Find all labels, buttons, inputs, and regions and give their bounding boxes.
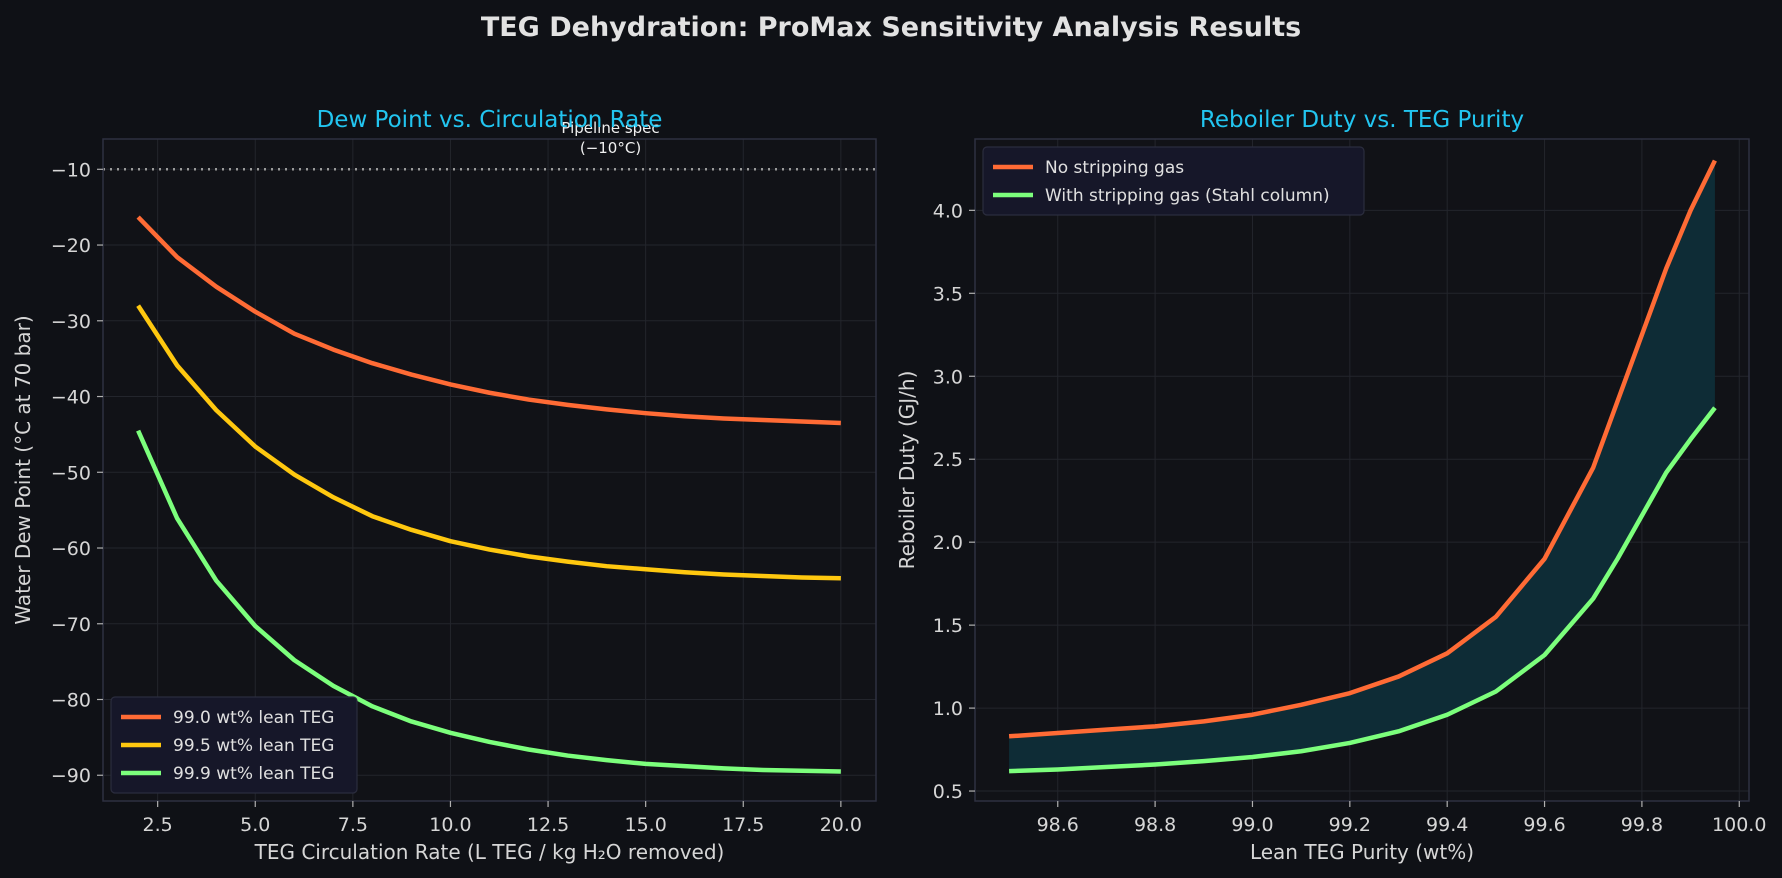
y-tick-label: 3.5	[933, 283, 963, 305]
x-tick-label: 98.8	[1134, 814, 1176, 836]
y-tick-label: −20	[51, 235, 91, 257]
x-tick-label: 15.0	[625, 814, 667, 836]
x-tick-label: 7.5	[338, 814, 368, 836]
y-tick-label: −10	[51, 159, 91, 181]
y-axis-label: Reboiler Duty (GJ/h)	[895, 371, 919, 570]
y-tick-label: −70	[51, 614, 91, 636]
y-tick-label: −40	[51, 387, 91, 409]
legend-box	[110, 696, 358, 794]
pipeline-spec-annotation: Pipeline spec	[561, 119, 659, 137]
y-tick-label: 2.5	[933, 449, 963, 471]
pipeline-spec-annotation: (−10°C)	[580, 139, 641, 157]
y-tick-label: −90	[51, 765, 91, 787]
y-tick-label: −60	[51, 538, 91, 560]
axes-frame	[102, 138, 877, 802]
y-tick-label: 4.0	[933, 200, 963, 222]
x-tick-label: 2.5	[143, 814, 173, 836]
x-axis-label: TEG Circulation Rate (L TEG / kg H₂O rem…	[254, 840, 725, 864]
x-tick-label: 99.6	[1523, 814, 1565, 836]
x-tick-label: 99.2	[1329, 814, 1371, 836]
chart-panel-dew-point: Pipeline spec (−10°C) 2.5 5.0 7.5 10.0 12.5 15.…	[11, 107, 877, 864]
legend: No stripping gas With stripping gas (Stah…	[982, 146, 1365, 216]
legend-label-0: 99.0 wt% lean TEG	[173, 708, 334, 728]
chart-title: Reboiler Duty vs. TEG Purity	[1200, 107, 1524, 133]
x-tick-label: 12.5	[527, 814, 569, 836]
x-tick-label: 98.6	[1037, 814, 1079, 836]
legend-label-2: 99.9 wt% lean TEG	[173, 764, 334, 784]
x-tick-label: 5.0	[240, 814, 270, 836]
x-tick-label: 99.8	[1621, 814, 1663, 836]
x-tick-label: 99.4	[1426, 814, 1468, 836]
series-line-0	[1008, 159, 1717, 739]
x-tick-label: 20.0	[820, 814, 862, 836]
x-tick-label: 10.0	[429, 814, 471, 836]
chart-panel-reboiler-duty: 98.6 98.8 99.0 99.2 99.4 99.6 99.8 100.0 0.5 1.0 1…	[895, 107, 1766, 864]
axes-frame	[974, 138, 1750, 802]
fill-between-area	[1009, 160, 1715, 772]
legend-label-1: With stripping gas (Stahl column)	[1045, 186, 1330, 206]
x-tick-label: 99.0	[1231, 814, 1273, 836]
figure-title: TEG Dehydration: ProMax Sensitivity Anal…	[481, 12, 1301, 43]
y-tick-label: 0.5	[933, 781, 963, 803]
series-line-1	[1009, 406, 1717, 774]
series-line-1	[136, 304, 841, 581]
x-tick-label: 17.5	[722, 814, 764, 836]
series-line-2	[136, 429, 841, 774]
y-axis-label: Water Dew Point (°C at 70 bar)	[11, 315, 35, 624]
y-tick-label: −30	[51, 311, 91, 333]
y-tick-label: 1.5	[933, 615, 963, 637]
plot-area	[103, 139, 876, 801]
chart-title: Dew Point vs. Circulation Rate	[317, 107, 663, 133]
legend: 99.0 wt% lean TEG 99.5 wt% lean TEG 99.9 w…	[110, 696, 358, 794]
legend-label-0: No stripping gas	[1045, 158, 1184, 178]
series-line-0	[136, 215, 841, 426]
y-tick-label: 1.0	[933, 698, 963, 720]
legend-box	[982, 146, 1365, 216]
y-tick-label: 3.0	[933, 366, 963, 388]
legend-label-1: 99.5 wt% lean TEG	[173, 736, 334, 756]
y-tick-label: 2.0	[933, 532, 963, 554]
y-tick-label: −50	[51, 462, 91, 484]
y-tick-label: −80	[51, 690, 91, 712]
x-tick-label: 100.0	[1712, 814, 1766, 836]
x-axis-label: Lean TEG Purity (wt%)	[1250, 840, 1474, 864]
